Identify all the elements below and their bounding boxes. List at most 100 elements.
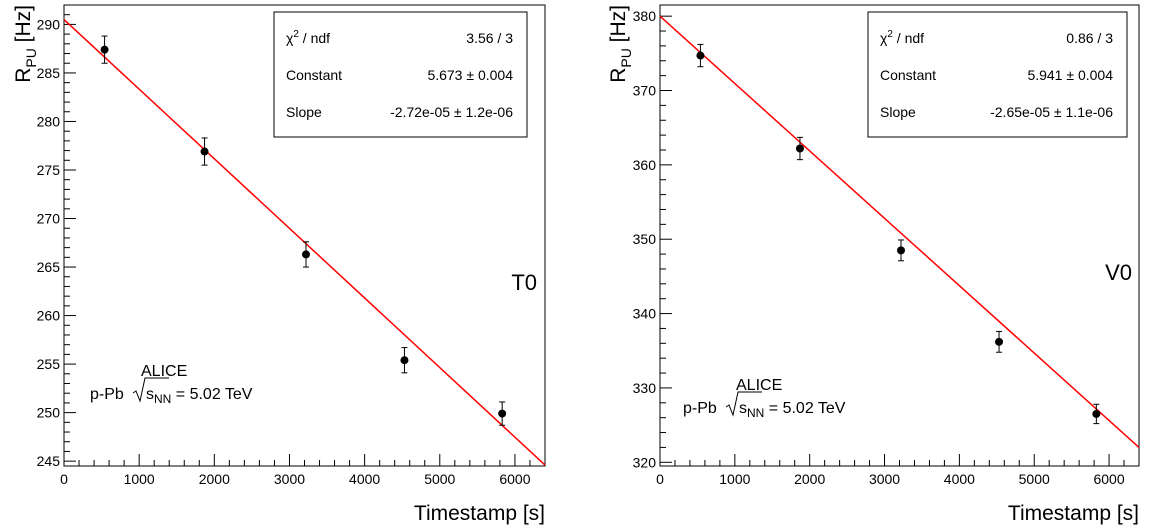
data-marker: [100, 45, 109, 54]
x-tick-label: 1000: [719, 471, 750, 487]
energy-value: = 5.02 TeV: [764, 400, 845, 417]
fit-line: [659, 15, 1140, 448]
plus-minus: ±: [462, 67, 477, 83]
y-axis-symbol: R: [12, 68, 35, 83]
sqrt-sign: [132, 377, 169, 403]
data-point: [100, 35, 109, 64]
constant-number: 5.941: [1027, 67, 1062, 83]
collision-system-label: p-Pb: [683, 400, 717, 417]
sqrt-subscript: NN: [747, 406, 764, 420]
data-point: [200, 137, 209, 166]
y-axis-title: RPU [Hz]: [12, 5, 39, 83]
x-tick-label: 2000: [199, 471, 230, 487]
y-tick-label: 360: [633, 157, 657, 173]
x-tick-label: 3000: [869, 471, 900, 487]
constant-value: 5.941 ± 0.004: [1027, 67, 1113, 83]
y-tick-label: 280: [37, 113, 61, 129]
data-point: [795, 136, 804, 161]
y-axis-unit: [Hz]: [12, 5, 35, 48]
y-tick-label: 320: [633, 454, 657, 470]
x-axis-title: Timestamp [s]: [414, 502, 545, 525]
alice-label: ALICE: [141, 363, 187, 380]
y-tick-label: 275: [37, 162, 61, 178]
chi-symbol: χ: [880, 30, 888, 46]
data-marker: [200, 147, 209, 156]
system-name: p-Pb: [90, 386, 124, 403]
data-marker: [400, 356, 409, 365]
data-marker: [696, 51, 705, 60]
data-marker: [1092, 409, 1101, 418]
x-tick-label: 0: [656, 471, 664, 487]
slope-label: Slope: [880, 104, 916, 120]
y-tick-label: 330: [633, 380, 657, 396]
chi-label-rest: / ndf: [893, 30, 924, 46]
x-axis-title: Timestamp [s]: [1008, 502, 1139, 525]
slope-error: 1.1e-06: [1066, 104, 1114, 120]
y-tick-label: 350: [633, 231, 657, 247]
constant-label: Constant: [286, 67, 342, 83]
sqrt-s-label: sNN = 5.02 TeV: [146, 386, 253, 406]
y-axis-subscript: PU: [618, 48, 634, 67]
slope-value: -2.72e-05 ± 1.2e-06: [390, 104, 513, 120]
y-tick-label: 370: [633, 83, 657, 99]
data-point: [995, 330, 1004, 353]
energy-value: = 5.02 TeV: [171, 386, 252, 403]
v0-rate-chart: 0 1000 2000 3000 4000 5000 6000 320 330 340 350 360…: [607, 4, 1140, 525]
data-marker: [896, 246, 905, 255]
y-tick-label: 265: [37, 259, 61, 275]
slope-label: Slope: [286, 104, 322, 120]
y-tick-label: 290: [37, 16, 61, 32]
x-tick-label: 3000: [274, 471, 305, 487]
t0-rate-chart: 0 1000 2000 3000 4000 5000 6000 245 250 255 260 265…: [12, 4, 546, 525]
slope-error: 1.2e-06: [466, 104, 514, 120]
chi-label-rest: / ndf: [299, 30, 330, 46]
constant-error: 0.004: [478, 67, 513, 83]
slope-number: -2.65e-05: [990, 104, 1050, 120]
sqrt-sign: [725, 391, 762, 417]
plus-minus: ±: [1050, 104, 1065, 120]
x-tick-label: 0: [60, 471, 68, 487]
x-tick-label: 6000: [1093, 471, 1124, 487]
x-tick-label: 4000: [944, 471, 975, 487]
data-point: [896, 239, 905, 262]
y-tick-label: 285: [37, 65, 61, 81]
y-axis-title: RPU [Hz]: [607, 5, 634, 83]
data-marker: [302, 250, 311, 259]
data-point: [498, 401, 507, 426]
x-tick-label: 1000: [124, 471, 155, 487]
chi2-label: χ2 / ndf: [880, 29, 924, 46]
data-marker: [498, 409, 507, 418]
y-tick-label: 255: [37, 356, 61, 372]
x-tick-label: 6000: [499, 471, 530, 487]
sqrt-s: s: [739, 400, 747, 417]
plus-minus: ±: [450, 104, 465, 120]
chi2-value: 3.56 / 3: [466, 30, 513, 46]
data-point: [1092, 403, 1101, 425]
fit-stats-box: [867, 11, 1128, 138]
x-tick-label: 5000: [1019, 471, 1050, 487]
chi-superscript: 2: [887, 29, 893, 40]
y-axis-subscript: PU: [23, 48, 39, 67]
sqrt-s: s: [146, 386, 154, 403]
detector-label: T0: [511, 270, 537, 295]
data-marker: [795, 144, 804, 153]
y-tick-label: 245: [37, 453, 61, 469]
slope-value: -2.65e-05 ± 1.1e-06: [990, 104, 1113, 120]
constant-error: 0.004: [1078, 67, 1113, 83]
alice-label: ALICE: [736, 377, 782, 394]
y-tick-label: 250: [37, 405, 61, 421]
sqrt-subscript: NN: [154, 392, 171, 406]
y-tick-label: 270: [37, 211, 61, 227]
system-name: p-Pb: [683, 400, 717, 417]
data-point: [696, 43, 705, 68]
data-point: [302, 241, 311, 268]
x-tick-label: 2000: [794, 471, 825, 487]
x-tick-label: 4000: [349, 471, 380, 487]
fit-stats-box: [273, 11, 528, 138]
chi2-label: χ2 / ndf: [286, 29, 330, 46]
y-axis-symbol: R: [607, 68, 630, 83]
y-tick-label: 380: [633, 8, 657, 24]
data-point: [400, 347, 409, 374]
data-marker: [995, 337, 1004, 346]
